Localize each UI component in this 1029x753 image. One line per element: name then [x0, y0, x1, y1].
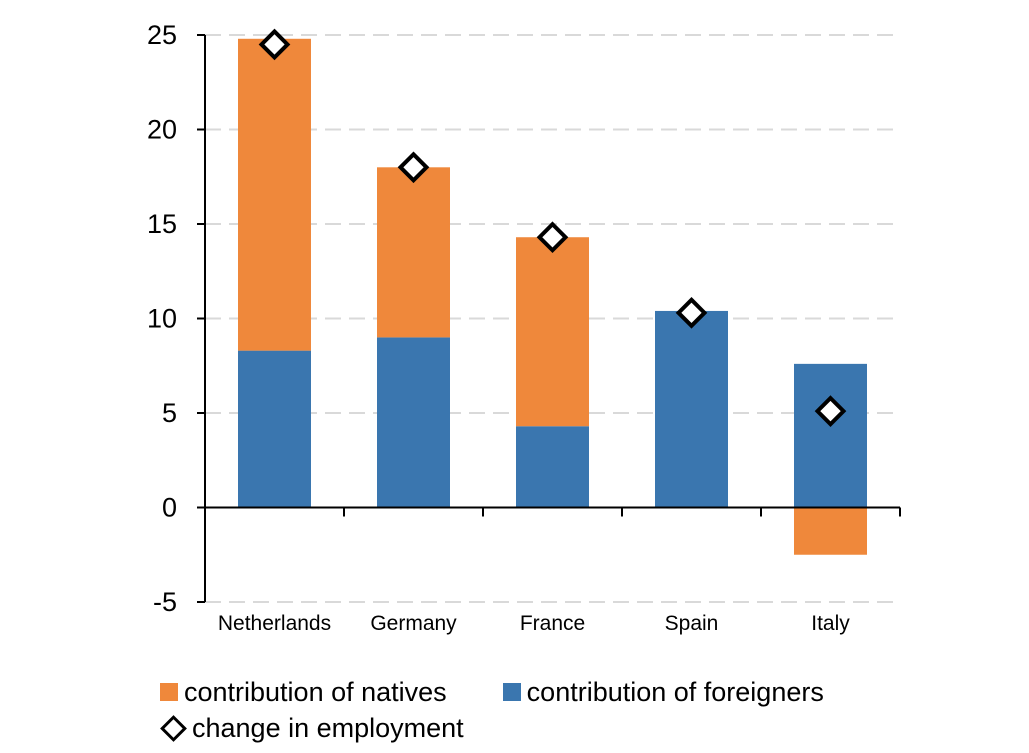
y-tick-label: -5 — [153, 587, 177, 617]
y-tick-labels: -5 0 5 10 15 20 25 — [147, 20, 177, 617]
bar-natives-italy — [794, 507, 867, 555]
employment-marker-france — [536, 221, 569, 254]
bar-foreigners-germany — [377, 337, 450, 508]
legend-foreigners: contribution of foreigners — [502, 676, 824, 708]
y-tick-label: 5 — [162, 398, 177, 428]
bar-natives-germany — [377, 167, 450, 338]
employment-marker-germany — [397, 151, 430, 184]
employment-markers — [258, 28, 847, 427]
employment-marker-netherlands — [258, 28, 291, 61]
legend-natives-label: contribution of natives — [184, 676, 447, 707]
diamond-icon — [160, 714, 187, 742]
legend-employment: change in employment — [160, 713, 464, 744]
employment-marker-spain — [675, 297, 708, 329]
legend-employment-label: change in employment — [192, 712, 464, 743]
x-tick-label: Germany — [370, 612, 457, 635]
chart: -5 0 5 10 15 20 25 Netherlands Germany France Spa… — [147, 20, 901, 635]
y-tick-label: 15 — [147, 209, 177, 239]
x-tick-label: France — [520, 612, 585, 635]
bar-foreigners-netherlands — [238, 350, 311, 508]
natives-swatch — [160, 683, 178, 701]
y-tick-label: 20 — [147, 115, 177, 145]
x-tick-label: Spain — [665, 612, 719, 635]
bar-natives-netherlands — [238, 38, 311, 351]
foreigners-swatch — [502, 683, 521, 701]
bar-foreigners-spain — [655, 310, 728, 508]
x-tick-label: Netherlands — [218, 612, 331, 635]
axes — [197, 34, 901, 603]
bars — [238, 38, 867, 555]
x-tick-labels: Netherlands Germany France Spain Italy — [218, 612, 850, 635]
bar-natives-france — [516, 237, 589, 427]
legend-foreigners-label: contribution of foreigners — [526, 676, 824, 707]
legend: contribution of natives contribution of … — [160, 674, 1020, 746]
legend-natives: contribution of natives — [160, 677, 447, 708]
y-tick-label: 10 — [147, 304, 177, 334]
employment-marker-italy — [814, 395, 847, 427]
bar-foreigners-italy — [794, 363, 867, 508]
bar-foreigners-france — [516, 426, 589, 508]
y-tick-label: 0 — [162, 493, 177, 523]
x-tick-label: Italy — [811, 612, 850, 635]
y-tick-label: 25 — [147, 20, 177, 50]
